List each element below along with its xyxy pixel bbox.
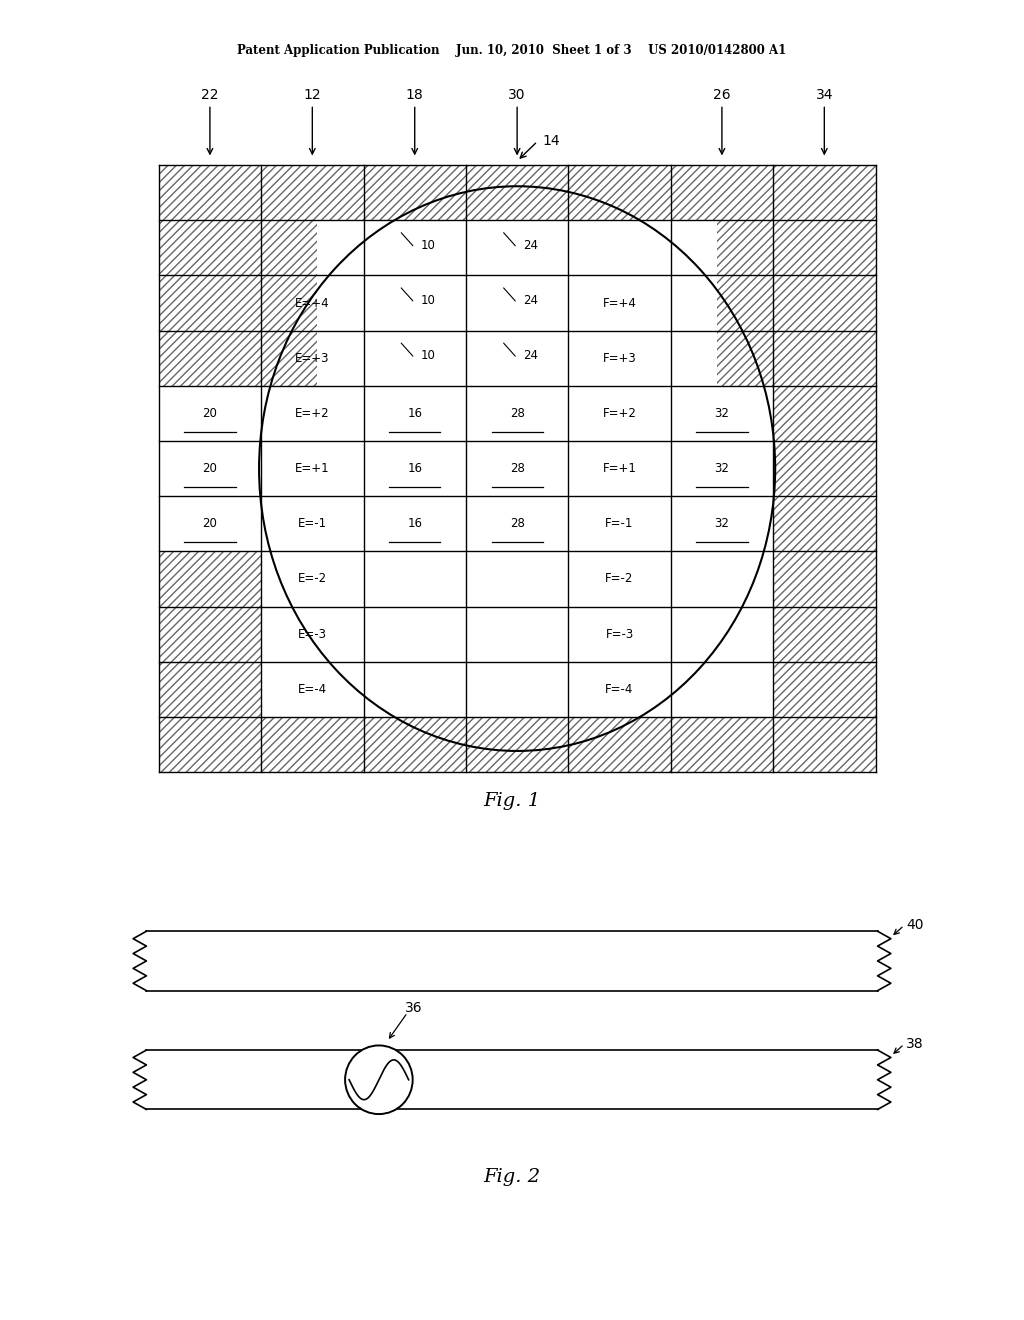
Bar — [159, 220, 261, 276]
Text: 32: 32 — [715, 517, 729, 531]
Text: 28: 28 — [510, 462, 524, 475]
Text: F=-2: F=-2 — [605, 573, 634, 586]
Text: 16: 16 — [408, 407, 422, 420]
Text: E=+3: E=+3 — [295, 351, 330, 364]
Bar — [159, 607, 261, 661]
Bar — [773, 385, 876, 441]
Bar — [466, 165, 568, 220]
Bar — [261, 717, 364, 772]
Bar — [773, 441, 876, 496]
Text: Fig. 1: Fig. 1 — [483, 792, 541, 810]
Text: F=-3: F=-3 — [605, 628, 634, 640]
Text: E=+2: E=+2 — [295, 407, 330, 420]
Bar — [717, 220, 773, 276]
Text: F=+4: F=+4 — [602, 297, 637, 309]
Text: 32: 32 — [715, 407, 729, 420]
Text: 20: 20 — [203, 407, 217, 420]
Text: 40: 40 — [906, 919, 924, 932]
Text: E=+4: E=+4 — [295, 297, 330, 309]
Text: 38: 38 — [906, 1038, 924, 1051]
Bar — [261, 165, 364, 220]
Text: 26: 26 — [713, 87, 731, 154]
Text: E=-2: E=-2 — [298, 573, 327, 586]
Bar — [671, 165, 773, 220]
Text: 10: 10 — [421, 294, 436, 306]
Text: 28: 28 — [510, 407, 524, 420]
Bar — [159, 165, 261, 220]
Text: F=-4: F=-4 — [605, 682, 634, 696]
Text: 22: 22 — [201, 87, 219, 154]
Bar — [773, 552, 876, 607]
Text: F=+2: F=+2 — [602, 407, 637, 420]
Bar — [364, 717, 466, 772]
Text: 20: 20 — [203, 462, 217, 475]
Bar — [773, 330, 876, 385]
Text: E=-3: E=-3 — [298, 628, 327, 640]
Bar — [261, 220, 317, 276]
Text: 24: 24 — [523, 294, 539, 306]
Bar — [568, 165, 671, 220]
Bar — [773, 661, 876, 717]
Bar — [261, 330, 317, 385]
Text: F=+3: F=+3 — [603, 351, 636, 364]
Bar — [159, 552, 261, 607]
Text: F=+1: F=+1 — [602, 462, 637, 475]
Bar — [159, 276, 261, 330]
Bar — [717, 330, 773, 385]
Bar — [466, 717, 568, 772]
Ellipse shape — [345, 1045, 413, 1114]
Text: 16: 16 — [408, 517, 422, 531]
Bar — [568, 717, 671, 772]
Bar — [773, 276, 876, 330]
Text: 10: 10 — [421, 348, 436, 362]
Text: 28: 28 — [510, 517, 524, 531]
Bar — [773, 165, 876, 220]
Bar — [773, 220, 876, 276]
Text: 30: 30 — [508, 87, 526, 154]
Bar — [773, 496, 876, 552]
Bar — [159, 330, 261, 385]
Text: Fig. 2: Fig. 2 — [483, 1168, 541, 1187]
Text: 12: 12 — [303, 87, 322, 154]
Text: E=-1: E=-1 — [298, 517, 327, 531]
Bar — [717, 276, 773, 330]
Bar — [261, 276, 317, 330]
Text: 20: 20 — [203, 517, 217, 531]
Bar — [159, 717, 261, 772]
Text: 14: 14 — [543, 135, 560, 148]
Bar — [159, 661, 261, 717]
Text: 32: 32 — [715, 462, 729, 475]
Text: 36: 36 — [404, 1002, 422, 1015]
Text: 34: 34 — [815, 87, 834, 154]
Text: E=-4: E=-4 — [298, 682, 327, 696]
Bar — [671, 717, 773, 772]
Text: F=-1: F=-1 — [605, 517, 634, 531]
Bar — [773, 607, 876, 661]
Text: 16: 16 — [408, 462, 422, 475]
Text: 18: 18 — [406, 87, 424, 154]
Bar — [773, 717, 876, 772]
Text: 10: 10 — [421, 239, 436, 252]
Text: Patent Application Publication    Jun. 10, 2010  Sheet 1 of 3    US 2010/0142800: Patent Application Publication Jun. 10, … — [238, 44, 786, 57]
Text: 24: 24 — [523, 348, 539, 362]
Text: E=+1: E=+1 — [295, 462, 330, 475]
Text: 24: 24 — [523, 239, 539, 252]
Bar — [364, 165, 466, 220]
